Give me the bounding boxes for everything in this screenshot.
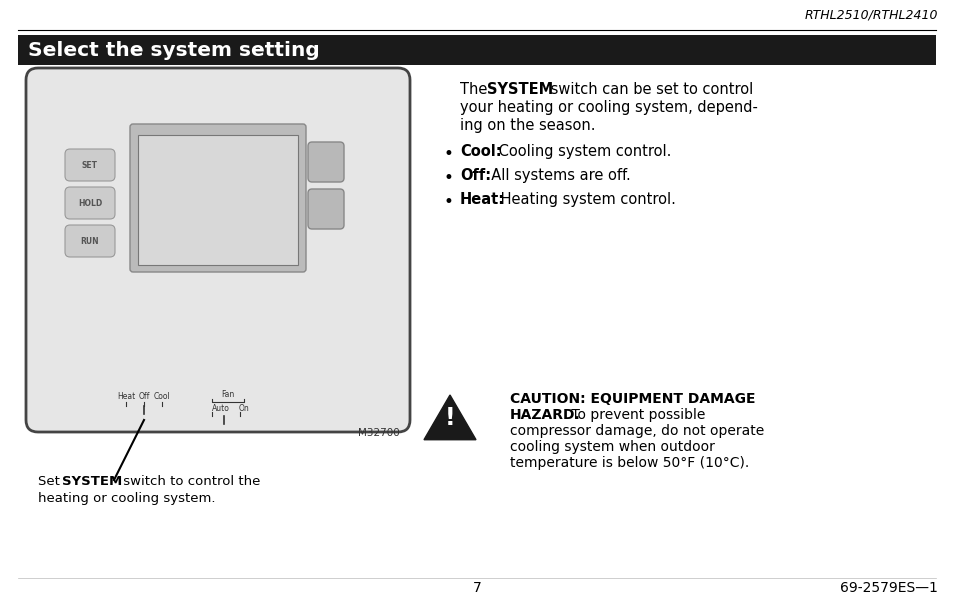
Text: temperature is below 50°F (10°C).: temperature is below 50°F (10°C). [510, 456, 748, 470]
Text: compressor damage, do not operate: compressor damage, do not operate [510, 424, 763, 438]
FancyBboxPatch shape [65, 187, 115, 219]
Text: Heat: Heat [117, 392, 135, 401]
Text: your heating or cooling system, depend-: your heating or cooling system, depend- [459, 100, 757, 115]
FancyBboxPatch shape [18, 35, 935, 65]
Text: heating or cooling system.: heating or cooling system. [38, 492, 215, 505]
Text: 7: 7 [472, 581, 481, 595]
FancyBboxPatch shape [130, 124, 306, 272]
Text: Cool: Cool [153, 392, 171, 401]
Text: SET: SET [82, 161, 98, 170]
Text: To prevent possible: To prevent possible [566, 408, 704, 422]
Polygon shape [423, 395, 476, 440]
Text: RTHL2510/RTHL2410: RTHL2510/RTHL2410 [803, 8, 937, 21]
Text: 69-2579ES—1: 69-2579ES—1 [840, 581, 937, 595]
Text: switch can be set to control: switch can be set to control [545, 82, 753, 97]
Text: M32700: M32700 [358, 428, 399, 438]
Text: RUN: RUN [81, 237, 99, 246]
FancyBboxPatch shape [65, 149, 115, 181]
Text: Heating system control.: Heating system control. [496, 192, 675, 207]
Text: SYSTEM: SYSTEM [486, 82, 553, 97]
Text: •: • [443, 145, 454, 163]
Text: Heat:: Heat: [459, 192, 504, 207]
Text: Auto: Auto [212, 404, 230, 413]
FancyBboxPatch shape [308, 142, 344, 182]
Text: Cooling system control.: Cooling system control. [494, 144, 671, 159]
FancyBboxPatch shape [138, 135, 297, 265]
Text: •: • [443, 193, 454, 211]
Text: SYSTEM: SYSTEM [62, 475, 122, 488]
Text: On: On [238, 404, 249, 413]
Text: Off:: Off: [459, 168, 491, 183]
Text: switch to control the: switch to control the [119, 475, 260, 488]
Text: The: The [459, 82, 492, 97]
FancyBboxPatch shape [26, 68, 410, 432]
FancyBboxPatch shape [308, 189, 344, 229]
FancyBboxPatch shape [65, 225, 115, 257]
Text: cooling system when outdoor: cooling system when outdoor [510, 440, 714, 454]
Text: HOLD: HOLD [78, 198, 102, 207]
Text: !: ! [444, 406, 455, 430]
Text: Select the system setting: Select the system setting [28, 41, 319, 60]
Text: Cool:: Cool: [459, 144, 501, 159]
Text: Set: Set [38, 475, 64, 488]
Text: ing on the season.: ing on the season. [459, 118, 595, 133]
Text: All systems are off.: All systems are off. [481, 168, 630, 183]
Text: Off: Off [138, 392, 150, 401]
Text: •: • [443, 169, 454, 187]
Text: HAZARD.: HAZARD. [510, 408, 580, 422]
Text: CAUTION: EQUIPMENT DAMAGE: CAUTION: EQUIPMENT DAMAGE [510, 392, 755, 406]
Text: Fan: Fan [221, 390, 234, 399]
